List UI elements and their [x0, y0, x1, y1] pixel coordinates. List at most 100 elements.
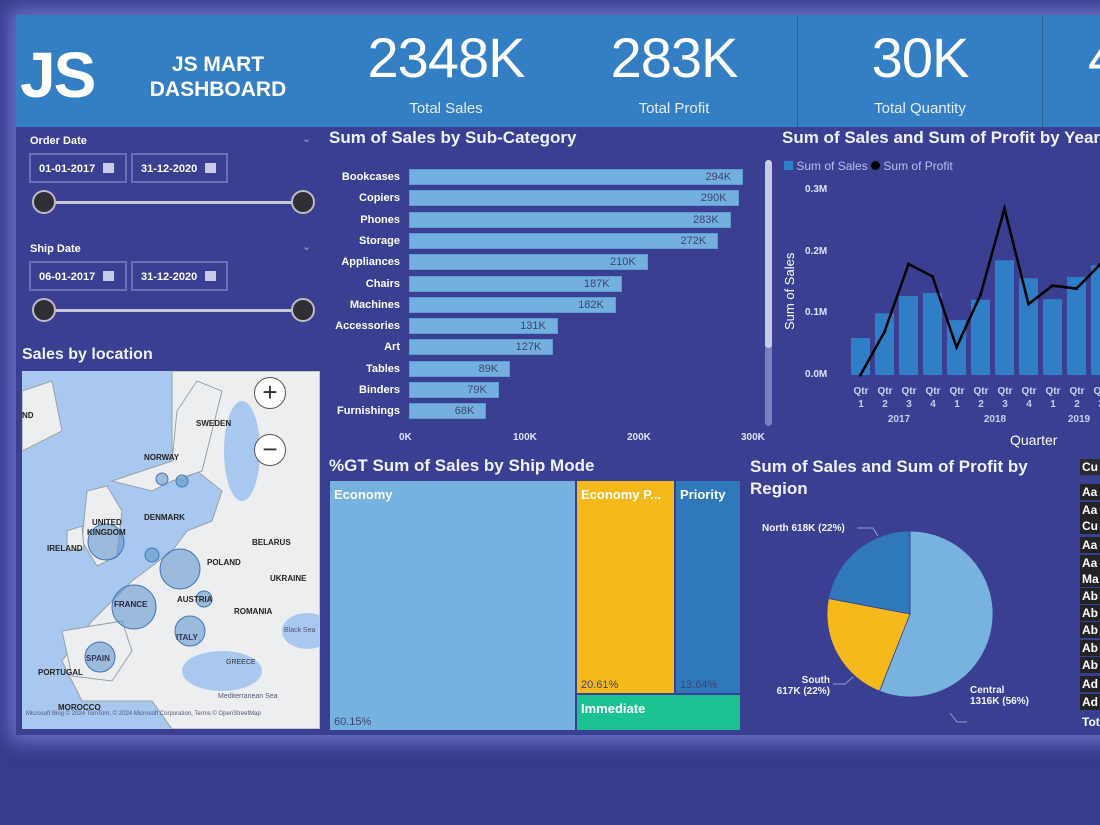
- quarter-label: Qtr 1: [849, 385, 873, 411]
- quarter-word: Qtr: [997, 386, 1013, 397]
- x-tick-label: 100K: [513, 432, 537, 443]
- sales-bar[interactable]: [995, 260, 1014, 375]
- profit-point[interactable]: [1051, 284, 1054, 288]
- category-label: Binders: [359, 384, 400, 396]
- x-tick-label: 200K: [627, 432, 651, 443]
- chart-legend: Sum of Sales Sum of Profit: [784, 159, 953, 173]
- table-row[interactable]: Ab: [1080, 605, 1100, 621]
- table-row[interactable]: Cu: [1080, 459, 1100, 475]
- treemap-tile-economy-plus[interactable]: Economy P... 20.61%: [576, 480, 675, 694]
- order-date-slider-start[interactable]: [32, 190, 56, 214]
- tile-pct: 20.61%: [581, 679, 619, 691]
- pie-slice-north[interactable]: [828, 530, 911, 615]
- profit-point[interactable]: [931, 274, 934, 278]
- zoom-out-icon[interactable]: −: [254, 434, 286, 466]
- order-date-from[interactable]: 01-01-2017: [29, 153, 127, 183]
- kpi-total-quantity-label: Total Quantity: [874, 100, 966, 117]
- bar[interactable]: [409, 275, 622, 292]
- map-label: BELARUS: [252, 538, 291, 547]
- bar-data-label: 68K: [454, 405, 475, 418]
- table-row[interactable]: Aa: [1080, 484, 1100, 500]
- table-row[interactable]: Ab: [1080, 640, 1100, 656]
- table-row[interactable]: Ab: [1080, 657, 1100, 673]
- map-label: POLAND: [207, 558, 241, 567]
- legend-label: Sum of Profit: [883, 159, 953, 173]
- table-row[interactable]: Ad: [1080, 694, 1100, 710]
- profit-point[interactable]: [979, 293, 982, 297]
- table-row[interactable]: Ab: [1080, 588, 1100, 604]
- bar[interactable]: [409, 339, 554, 356]
- bar-data-label: 79K: [467, 384, 487, 396]
- order-date-slider-track[interactable]: [44, 201, 304, 204]
- profit-point[interactable]: [1075, 287, 1078, 291]
- pie-slice-central[interactable]: [878, 530, 994, 698]
- treemap-tile-economy[interactable]: Economy 60.15%: [329, 480, 576, 731]
- profit-point[interactable]: [907, 262, 910, 266]
- calendar-icon[interactable]: [205, 163, 217, 173]
- quarter-label: Qtr 1: [1041, 385, 1065, 411]
- profit-point[interactable]: [955, 345, 958, 349]
- sales-bar[interactable]: [1067, 276, 1086, 375]
- table-row[interactable]: Cu: [1080, 518, 1100, 534]
- sales-bar[interactable]: [851, 338, 870, 375]
- map-label: AUSTRIA: [177, 595, 213, 604]
- table-row[interactable]: Ma: [1080, 571, 1100, 587]
- profit-point[interactable]: [1003, 207, 1006, 210]
- ship-date-slider-track[interactable]: [44, 309, 304, 312]
- bar[interactable]: [409, 360, 511, 377]
- bar[interactable]: [409, 382, 499, 398]
- sales-bar[interactable]: [923, 292, 942, 375]
- order-date-to[interactable]: 31-12-2020: [131, 153, 228, 183]
- table-row[interactable]: Aa: [1080, 555, 1100, 571]
- table-total-row[interactable]: Tot: [1082, 715, 1100, 729]
- sales-bar[interactable]: [1091, 265, 1100, 375]
- ship-date-from[interactable]: 06-01-2017: [29, 261, 127, 291]
- bar[interactable]: [409, 318, 558, 335]
- bar[interactable]: [409, 190, 739, 207]
- ship-date-to[interactable]: 31-12-2020: [131, 261, 228, 291]
- sales-bar[interactable]: [899, 296, 918, 375]
- table-row[interactable]: Ad: [1080, 676, 1100, 692]
- profit-point[interactable]: [859, 373, 862, 377]
- calendar-icon[interactable]: [205, 271, 217, 281]
- scrollbar-thumb[interactable]: [765, 160, 772, 348]
- table-row[interactable]: Ab: [1080, 622, 1100, 638]
- table-row[interactable]: Aa: [1080, 502, 1100, 518]
- sales-bar[interactable]: [1019, 278, 1038, 375]
- bar[interactable]: [409, 254, 648, 271]
- tile-label: Priority: [680, 487, 726, 502]
- ship-date-slider-start[interactable]: [32, 298, 56, 322]
- profit-point[interactable]: [1027, 302, 1030, 306]
- zoom-in-icon[interactable]: +: [254, 377, 286, 409]
- scrollbar[interactable]: [765, 160, 772, 426]
- table-row[interactable]: Aa: [1080, 537, 1100, 553]
- calendar-icon[interactable]: [103, 163, 115, 173]
- order-date-slider-end[interactable]: [291, 190, 315, 214]
- chevron-down-icon[interactable]: ⌄: [302, 241, 312, 253]
- bar[interactable]: [409, 296, 616, 313]
- x-tick-label: 0K: [399, 432, 412, 443]
- map-attribution: Microsoft Bing © 2024 TomTom, © 2024 Mic…: [26, 711, 261, 717]
- sales-bar[interactable]: [1043, 299, 1062, 375]
- sales-bar[interactable]: [875, 313, 894, 375]
- map-label: NORWAY: [144, 453, 180, 462]
- bar[interactable]: [409, 169, 744, 185]
- ship-date-slider-end[interactable]: [291, 298, 315, 322]
- quarter-number: 2: [1074, 399, 1080, 410]
- bar[interactable]: [409, 232, 719, 249]
- sales-bar[interactable]: [971, 299, 990, 375]
- bar[interactable]: [409, 211, 731, 228]
- pie-slice-south[interactable]: [826, 597, 911, 692]
- bar-data-label: 272K: [680, 234, 707, 247]
- treemap-tile-priority[interactable]: Priority 13.64%: [675, 480, 741, 694]
- slice-value: 617K (22%): [776, 686, 830, 697]
- date-value: 31-12-2020: [141, 271, 198, 283]
- treemap-tile-immediate[interactable]: Immediate: [576, 694, 741, 731]
- quarter-number: 4: [930, 399, 936, 410]
- kpi-total-sales-value: 2348K: [367, 26, 526, 89]
- bar[interactable]: [409, 403, 487, 420]
- chevron-down-icon[interactable]: ⌄: [302, 133, 312, 145]
- sales-map[interactable]: ND SWEDEN NORWAY DENMARK UNITED KINGDOM …: [22, 371, 320, 729]
- profit-point[interactable]: [883, 330, 886, 334]
- calendar-icon[interactable]: [103, 271, 115, 281]
